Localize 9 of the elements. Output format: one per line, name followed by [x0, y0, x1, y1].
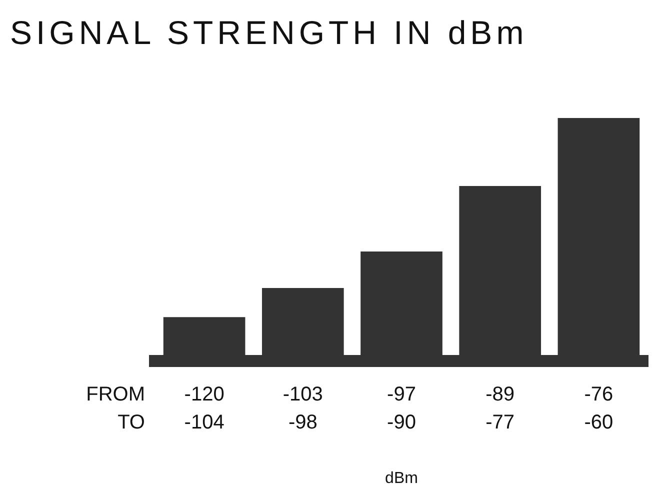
x-axis-title: dBm — [385, 470, 418, 487]
x-tick-label: -76 -60 — [584, 383, 614, 434]
text: TO — [118, 411, 145, 434]
x-tick-label: -103 -98 — [282, 383, 323, 434]
text: FROM — [86, 383, 145, 406]
chart-title: SIGNAL STRENGTH IN dBm — [9, 13, 529, 53]
x-tick-label: -120 -104 — [184, 383, 224, 434]
x-tick-label: -97 -90 — [387, 383, 416, 434]
x-tick-label: -89 -77 — [486, 383, 515, 434]
